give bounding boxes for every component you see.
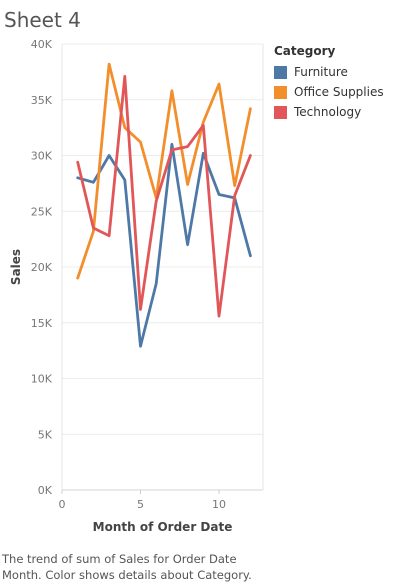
legend-swatch (274, 65, 287, 79)
legend-label: Technology (294, 105, 362, 119)
series-line-furniture (76, 142, 252, 348)
x-tick-label: 5 (137, 498, 144, 511)
series-line-technology (76, 74, 252, 318)
y-tick-label: 35K (31, 94, 53, 107)
y-tick-label: 5K (38, 428, 53, 441)
legend: Category Furniture Office Supplies Technol… (274, 44, 384, 122)
y-tick-label: 0K (38, 484, 53, 497)
legend-title: Category (274, 44, 336, 58)
x-tick-label: 0 (59, 498, 66, 511)
legend-label: Furniture (294, 65, 348, 79)
legend-item[interactable]: Technology (274, 102, 384, 122)
y-tick-label: 15K (31, 317, 53, 330)
legend-swatch (274, 85, 287, 99)
x-tick-label: 10 (212, 498, 226, 511)
y-tick-label: 25K (31, 205, 53, 218)
y-tick-label: 30K (31, 150, 53, 163)
sheet-title: Sheet 4 (4, 8, 81, 32)
legend-item[interactable]: Office Supplies (274, 82, 384, 102)
chart-caption: The trend of sum of Sales for Order Date… (2, 552, 252, 582)
series-line-office-supplies (76, 62, 252, 280)
y-tick-label: 10K (31, 373, 53, 386)
legend-label: Office Supplies (294, 85, 384, 99)
x-axis-title: Month of Order Date (93, 520, 233, 534)
y-axis-title: Sales (9, 249, 23, 285)
y-tick-label: 20K (31, 261, 53, 274)
y-tick-label: 40K (31, 38, 53, 51)
legend-swatch (274, 105, 287, 119)
legend-item[interactable]: Furniture (274, 62, 384, 82)
